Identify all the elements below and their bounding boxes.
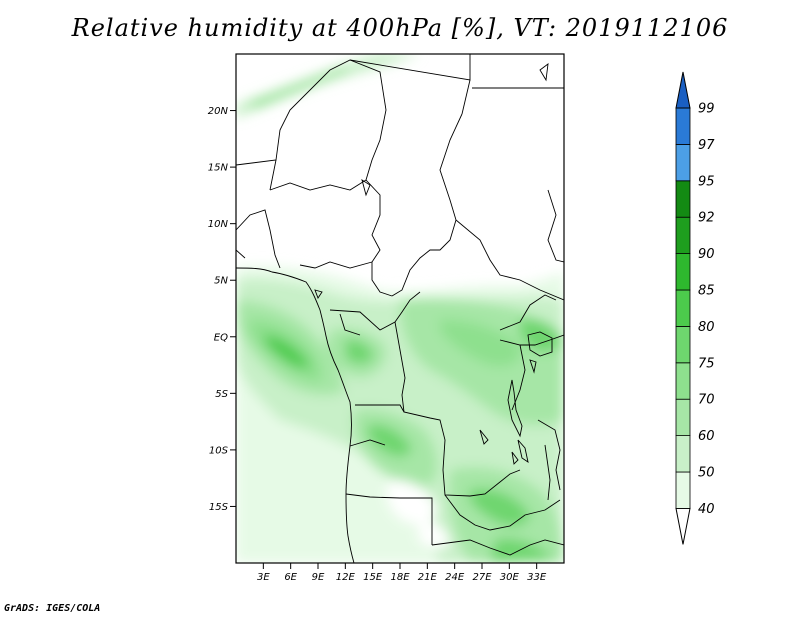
colorbar-label: 95 bbox=[698, 174, 715, 189]
colorbar-segment bbox=[675, 180, 691, 218]
colorbar-upper-arrow bbox=[675, 71, 691, 109]
colorbar-segment bbox=[675, 435, 691, 473]
lon-tick-label: 33E bbox=[527, 572, 547, 583]
colorbar-segment bbox=[675, 362, 691, 400]
colorbar-segment bbox=[675, 253, 691, 291]
colorbar-label: 40 bbox=[698, 502, 715, 517]
lat-tick-label: 5S bbox=[215, 389, 228, 400]
lon-tick-label: 3E bbox=[257, 572, 270, 583]
colorbar-label: 92 bbox=[698, 211, 715, 226]
lon-tick-label: 24E bbox=[445, 572, 465, 583]
humidity-shading bbox=[236, 54, 564, 563]
colorbar-label: 80 bbox=[698, 320, 715, 335]
colorbar-label: 70 bbox=[698, 393, 715, 408]
colorbar-segment bbox=[675, 143, 691, 182]
lon-tick-label: 6E bbox=[284, 572, 297, 583]
lon-tick-label: 21E bbox=[418, 572, 438, 583]
colorbar-label: 60 bbox=[698, 429, 715, 444]
colorbar-segment bbox=[675, 289, 691, 327]
colorbar-label: 97 bbox=[698, 138, 715, 153]
colorbar-segment bbox=[675, 471, 691, 509]
lat-tick-label: EQ bbox=[214, 332, 228, 343]
colorbar-label: 90 bbox=[698, 247, 715, 262]
colorbar: 40 50 60 70 75 80 85 90 92 95 97 99 bbox=[675, 71, 715, 545]
lat-tick-label: 20N bbox=[208, 106, 229, 117]
chart-title: Relative humidity at 400hPa [%], VT: 201… bbox=[71, 14, 729, 42]
colorbar-label: 85 bbox=[698, 284, 715, 299]
colorbar-label: 50 bbox=[698, 466, 715, 481]
lon-tick-label: 15E bbox=[363, 572, 383, 583]
colorbar-label: 99 bbox=[698, 102, 715, 117]
lon-tick-label: 30E bbox=[500, 572, 520, 583]
lon-tick-label: 18E bbox=[390, 572, 410, 583]
lon-tick-label: 27E bbox=[472, 572, 492, 583]
lat-tick-label: 5N bbox=[214, 276, 228, 287]
lon-tick-label: 9E bbox=[312, 572, 325, 583]
footer-credit: GrADS: IGES/COLA bbox=[4, 603, 101, 614]
lon-axis: 3E 6E 9E 12E 15E 18E 21E 24E 27E 30E 33E bbox=[257, 563, 547, 583]
lat-tick-label: 10S bbox=[209, 445, 229, 456]
lat-tick-label: 10N bbox=[208, 219, 229, 230]
lat-tick-label: 15S bbox=[209, 502, 229, 513]
colorbar-segment bbox=[675, 107, 691, 145]
lat-axis: 20N 15N 10N 5N EQ 5S 10S 15S bbox=[208, 106, 236, 513]
lat-tick-label: 15N bbox=[208, 163, 229, 174]
colorbar-segment bbox=[675, 398, 691, 437]
colorbar-lower-arrow bbox=[675, 507, 691, 545]
borders bbox=[236, 54, 564, 563]
colorbar-segment bbox=[675, 325, 691, 364]
colorbar-segment bbox=[675, 216, 691, 254]
colorbar-label: 75 bbox=[698, 356, 715, 371]
lon-tick-label: 12E bbox=[336, 572, 356, 583]
